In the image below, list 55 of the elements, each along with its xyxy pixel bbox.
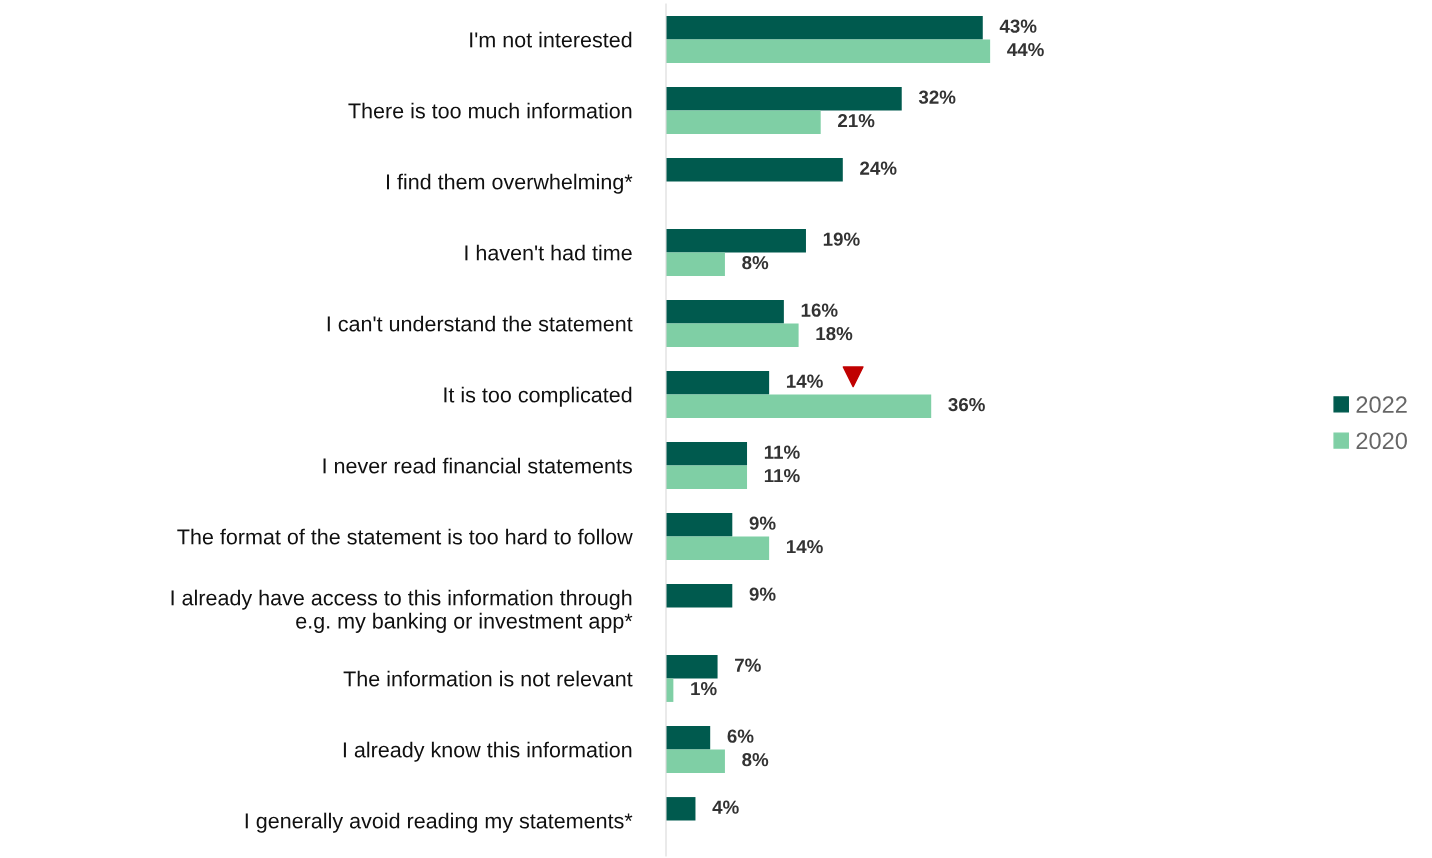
bar bbox=[666, 158, 843, 182]
data-label: 32% bbox=[918, 90, 956, 104]
bar bbox=[666, 300, 784, 324]
y-tick-label: I find them overwhelming* bbox=[386, 173, 633, 194]
data-label: 9% bbox=[749, 516, 776, 530]
y-tick-label: I haven't had time bbox=[465, 244, 632, 261]
data-label: 11% bbox=[764, 445, 800, 459]
y-tick-label: It is too complicated bbox=[444, 386, 632, 407]
y-tick-label: I generally avoid reading my statements* bbox=[245, 812, 633, 833]
data-label: 6% bbox=[727, 729, 754, 743]
bar bbox=[666, 323, 799, 347]
y-tick-label: I'm not interested bbox=[470, 31, 632, 48]
bar bbox=[666, 394, 932, 418]
data-label: 44% bbox=[1007, 43, 1044, 57]
bar bbox=[666, 442, 748, 466]
data-label: 19% bbox=[823, 232, 860, 246]
data-label: 18% bbox=[816, 326, 853, 341]
data-label: 8% bbox=[742, 752, 769, 767]
bar bbox=[666, 584, 733, 608]
data-label: 14% bbox=[786, 374, 823, 388]
data-label: 24% bbox=[860, 161, 897, 175]
bar bbox=[666, 655, 718, 679]
y-tick-label: The format of the statement is too hard to follow bbox=[177, 528, 633, 545]
data-label: 9% bbox=[749, 587, 776, 601]
y-tick-label: I already have access to this information through e.g. my banking or investment app* bbox=[171, 589, 633, 633]
data-label: 11% bbox=[764, 469, 800, 483]
bar bbox=[666, 229, 806, 253]
data-label: 1% bbox=[691, 682, 717, 696]
data-label: 4% bbox=[712, 800, 739, 814]
y-tick-label: There is too much information bbox=[348, 102, 632, 119]
bar bbox=[666, 87, 902, 111]
y-tick-label: The information is not relevant bbox=[343, 670, 633, 687]
data-label: 14% bbox=[786, 540, 823, 554]
bar bbox=[666, 513, 733, 537]
bar bbox=[666, 536, 770, 560]
bar bbox=[666, 371, 770, 395]
data-label: 16% bbox=[801, 303, 838, 317]
bar bbox=[666, 110, 821, 134]
bar bbox=[666, 749, 725, 773]
bar bbox=[666, 39, 991, 63]
data-label: 21% bbox=[838, 113, 875, 128]
bar bbox=[666, 797, 696, 821]
data-label: 36% bbox=[948, 397, 985, 412]
y-tick-label: I can't understand the statement bbox=[327, 315, 633, 332]
data-label: 43% bbox=[999, 19, 1037, 33]
legend-label: 2022 bbox=[1356, 396, 1407, 413]
bar bbox=[666, 16, 983, 40]
y-tick-label: I already know this information bbox=[343, 741, 632, 762]
y-tick-label: I never read financial statements bbox=[323, 457, 632, 474]
legend-label: 2020 bbox=[1356, 432, 1407, 450]
bar bbox=[666, 726, 711, 750]
data-label: 7% bbox=[735, 658, 761, 672]
bar bbox=[666, 252, 725, 276]
bar bbox=[666, 465, 748, 489]
data-label: 8% bbox=[742, 255, 769, 270]
